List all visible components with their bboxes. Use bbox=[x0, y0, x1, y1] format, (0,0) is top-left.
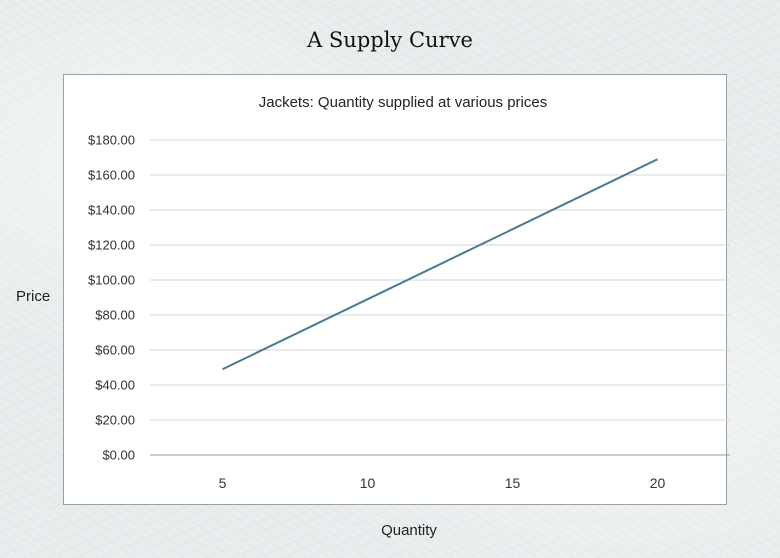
y-tick-label: $0.00 bbox=[102, 448, 135, 463]
series-layer bbox=[222, 158, 658, 371]
y-tick-label: $180.00 bbox=[88, 133, 135, 148]
x-tick-label: 20 bbox=[650, 475, 666, 491]
x-tick-labels: 5 10 15 20 bbox=[219, 475, 666, 491]
y-tick-label: $80.00 bbox=[95, 308, 135, 323]
x-axis-label: Quantity bbox=[381, 522, 437, 539]
y-tick-label: $120.00 bbox=[88, 238, 135, 253]
x-tick-label: 10 bbox=[360, 475, 376, 491]
page-title: A Supply Curve bbox=[307, 28, 473, 52]
x-tick-label: 15 bbox=[505, 475, 521, 491]
y-tick-labels: $0.00 $20.00 $40.00 $60.00 $80.00 $100.00 $120… bbox=[88, 133, 135, 463]
y-tick-label: $20.00 bbox=[95, 413, 135, 428]
chart-panel bbox=[63, 74, 727, 505]
y-axis-label: Price bbox=[16, 288, 51, 305]
x-tick-label: 5 bbox=[219, 475, 227, 491]
gridlines bbox=[150, 139, 730, 456]
y-tick-label: $40.00 bbox=[95, 378, 135, 393]
y-tick-label: $100.00 bbox=[88, 273, 135, 288]
y-tick-label: $60.00 bbox=[95, 343, 135, 358]
y-tick-label: $160.00 bbox=[88, 168, 135, 183]
series-line bbox=[222, 158, 658, 371]
y-tick-label: $140.00 bbox=[88, 203, 135, 218]
chart-title: Jackets: Quantity supplied at various pr… bbox=[258, 94, 548, 111]
